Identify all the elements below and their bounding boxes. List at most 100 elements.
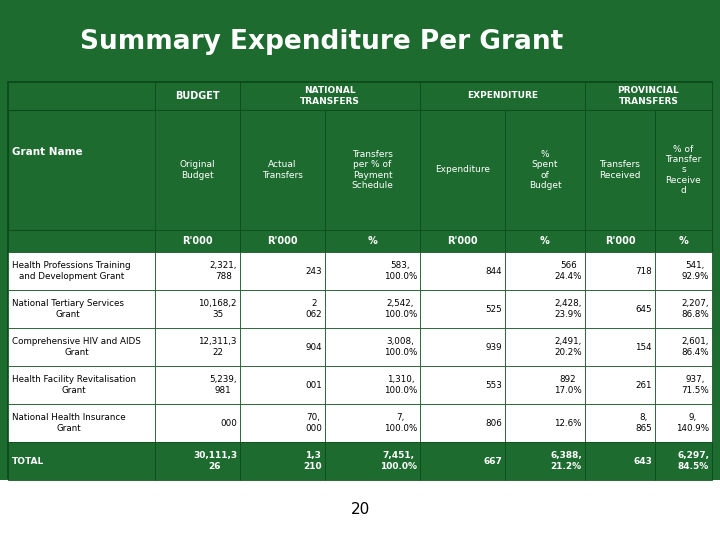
Text: 2,207,
86.8%: 2,207, 86.8% xyxy=(681,299,709,319)
FancyBboxPatch shape xyxy=(8,82,712,110)
FancyBboxPatch shape xyxy=(325,252,420,290)
FancyBboxPatch shape xyxy=(655,230,712,252)
FancyBboxPatch shape xyxy=(420,82,585,110)
Text: 643: 643 xyxy=(633,456,652,465)
FancyBboxPatch shape xyxy=(240,404,325,442)
Text: 806: 806 xyxy=(485,418,502,428)
FancyBboxPatch shape xyxy=(155,230,240,252)
FancyBboxPatch shape xyxy=(8,442,155,480)
FancyBboxPatch shape xyxy=(8,110,712,230)
Text: 892
17.0%: 892 17.0% xyxy=(554,375,582,395)
FancyBboxPatch shape xyxy=(420,328,505,366)
FancyBboxPatch shape xyxy=(155,366,240,404)
FancyBboxPatch shape xyxy=(585,252,655,290)
FancyBboxPatch shape xyxy=(325,230,420,252)
Text: Grant Name: Grant Name xyxy=(12,147,83,157)
FancyBboxPatch shape xyxy=(420,404,505,442)
FancyBboxPatch shape xyxy=(655,252,712,290)
Text: 7,451,
100.0%: 7,451, 100.0% xyxy=(380,451,417,471)
Text: 30,111,3
26: 30,111,3 26 xyxy=(193,451,237,471)
Text: 000: 000 xyxy=(220,418,237,428)
Text: 645: 645 xyxy=(635,305,652,314)
FancyBboxPatch shape xyxy=(240,82,420,110)
FancyBboxPatch shape xyxy=(240,366,325,404)
Text: 844: 844 xyxy=(485,267,502,275)
Text: 20: 20 xyxy=(351,503,369,517)
Text: 7,
100.0%: 7, 100.0% xyxy=(384,413,417,433)
Text: 6,297,
84.5%: 6,297, 84.5% xyxy=(677,451,709,471)
Text: R'000: R'000 xyxy=(182,236,213,246)
Text: TOTAL: TOTAL xyxy=(12,456,44,465)
FancyBboxPatch shape xyxy=(155,82,240,110)
Text: 12.6%: 12.6% xyxy=(554,418,582,428)
FancyBboxPatch shape xyxy=(240,328,325,366)
Text: EXPENDITURE: EXPENDITURE xyxy=(467,91,538,100)
Text: 541,
92.9%: 541, 92.9% xyxy=(682,261,709,281)
Text: %
Spent
of
Budget: % Spent of Budget xyxy=(528,150,562,190)
FancyBboxPatch shape xyxy=(505,290,585,328)
FancyBboxPatch shape xyxy=(505,442,585,480)
FancyBboxPatch shape xyxy=(155,252,240,290)
Text: Transfers
Received: Transfers Received xyxy=(599,160,641,180)
FancyBboxPatch shape xyxy=(585,290,655,328)
Text: R'000: R'000 xyxy=(447,236,478,246)
FancyBboxPatch shape xyxy=(155,404,240,442)
Text: 10,168,2
35: 10,168,2 35 xyxy=(199,299,237,319)
Text: 939: 939 xyxy=(485,342,502,352)
FancyBboxPatch shape xyxy=(505,252,585,290)
Text: PROVINCIAL
TRANSFERS: PROVINCIAL TRANSFERS xyxy=(618,86,680,106)
FancyBboxPatch shape xyxy=(0,480,720,540)
Text: Original
Budget: Original Budget xyxy=(180,160,215,180)
Text: %: % xyxy=(540,236,550,246)
FancyBboxPatch shape xyxy=(420,230,505,252)
Text: 1,3
210: 1,3 210 xyxy=(303,451,322,471)
FancyBboxPatch shape xyxy=(325,404,420,442)
FancyBboxPatch shape xyxy=(240,442,325,480)
Text: 2
062: 2 062 xyxy=(305,299,322,319)
Text: 566
24.4%: 566 24.4% xyxy=(554,261,582,281)
FancyBboxPatch shape xyxy=(655,404,712,442)
FancyBboxPatch shape xyxy=(155,290,240,328)
FancyBboxPatch shape xyxy=(505,110,585,230)
Text: %: % xyxy=(368,236,377,246)
Text: 718: 718 xyxy=(635,267,652,275)
FancyBboxPatch shape xyxy=(155,110,240,230)
Text: 937,
71.5%: 937, 71.5% xyxy=(681,375,709,395)
FancyBboxPatch shape xyxy=(585,328,655,366)
FancyBboxPatch shape xyxy=(8,230,712,252)
FancyBboxPatch shape xyxy=(655,366,712,404)
Text: 12,311,3
22: 12,311,3 22 xyxy=(199,338,237,357)
Text: 154: 154 xyxy=(635,342,652,352)
Text: 6,388,
21.2%: 6,388, 21.2% xyxy=(550,451,582,471)
FancyBboxPatch shape xyxy=(585,442,655,480)
FancyBboxPatch shape xyxy=(0,0,720,80)
Text: Expenditure: Expenditure xyxy=(435,165,490,174)
Text: 2,321,
788: 2,321, 788 xyxy=(210,261,237,281)
FancyBboxPatch shape xyxy=(155,442,240,480)
Text: 667: 667 xyxy=(483,456,502,465)
Text: R'000: R'000 xyxy=(267,236,298,246)
FancyBboxPatch shape xyxy=(585,366,655,404)
FancyBboxPatch shape xyxy=(325,110,420,230)
Text: 1,310,
100.0%: 1,310, 100.0% xyxy=(384,375,417,395)
Text: 2,542,
100.0%: 2,542, 100.0% xyxy=(384,299,417,319)
FancyBboxPatch shape xyxy=(585,110,655,230)
Text: 243: 243 xyxy=(305,267,322,275)
Text: National Tertiary Services
Grant: National Tertiary Services Grant xyxy=(12,299,124,319)
Text: % of
Transfer
s
Receive
d: % of Transfer s Receive d xyxy=(665,145,701,195)
Text: 553: 553 xyxy=(485,381,502,389)
FancyBboxPatch shape xyxy=(420,252,505,290)
FancyBboxPatch shape xyxy=(8,82,712,478)
Text: 001: 001 xyxy=(305,381,322,389)
Text: 3,008,
100.0%: 3,008, 100.0% xyxy=(384,338,417,357)
Text: 261: 261 xyxy=(636,381,652,389)
Text: 70,
000: 70, 000 xyxy=(305,413,322,433)
Text: Comprehensive HIV and AIDS
Grant: Comprehensive HIV and AIDS Grant xyxy=(12,338,141,357)
FancyBboxPatch shape xyxy=(420,442,505,480)
Text: NATIONAL
TRANSFERS: NATIONAL TRANSFERS xyxy=(300,86,360,106)
Text: 2,601,
86.4%: 2,601, 86.4% xyxy=(681,338,709,357)
FancyBboxPatch shape xyxy=(240,230,325,252)
Text: Summary Expenditure Per Grant: Summary Expenditure Per Grant xyxy=(80,29,563,55)
FancyBboxPatch shape xyxy=(420,290,505,328)
FancyBboxPatch shape xyxy=(240,290,325,328)
